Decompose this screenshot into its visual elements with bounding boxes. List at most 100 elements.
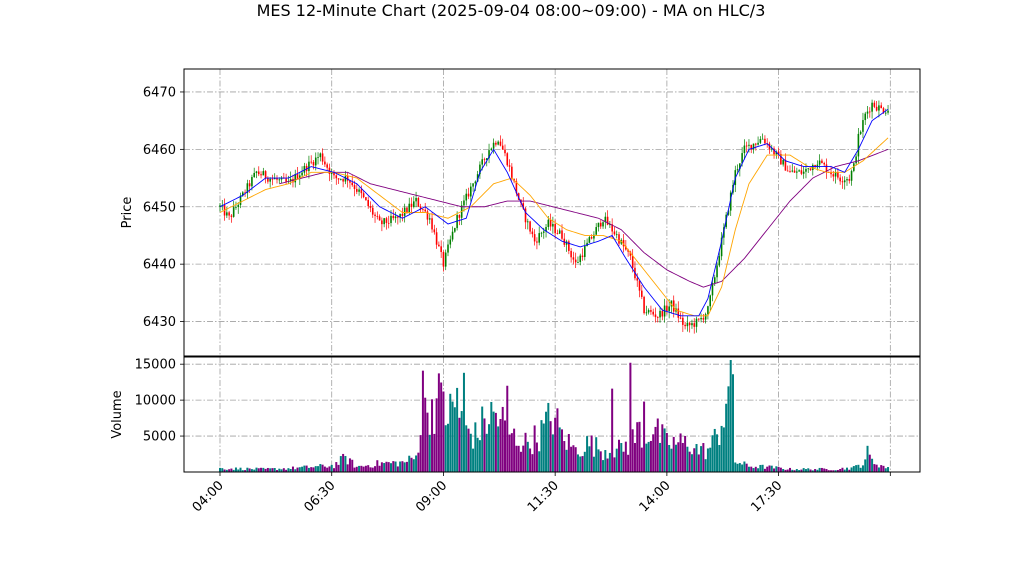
candle-body bbox=[244, 192, 246, 194]
volume-bar bbox=[736, 463, 739, 472]
volume-bar bbox=[720, 425, 723, 472]
candle-body bbox=[271, 178, 274, 180]
ma-slow-line bbox=[279, 148, 889, 288]
candle-body bbox=[449, 239, 452, 245]
candle-body bbox=[333, 172, 335, 176]
candle-body bbox=[857, 133, 860, 157]
volume-bar bbox=[312, 467, 315, 472]
candle-body bbox=[700, 317, 702, 320]
volume-bar bbox=[595, 437, 598, 472]
volume-bar bbox=[802, 468, 805, 472]
candle-body bbox=[394, 216, 397, 219]
volume-bar bbox=[795, 469, 798, 472]
candle-body bbox=[588, 237, 591, 243]
volume-bar bbox=[659, 442, 662, 472]
volume-bar bbox=[234, 467, 237, 472]
volume-bar bbox=[757, 468, 760, 472]
volume-bar bbox=[709, 447, 712, 472]
x-tick-label: 11:30 bbox=[525, 478, 562, 515]
candle-body bbox=[750, 144, 753, 150]
candle-body bbox=[299, 175, 301, 179]
candle-body bbox=[556, 233, 559, 234]
candle-body bbox=[764, 138, 766, 144]
volume-bar bbox=[421, 370, 424, 472]
candle-body bbox=[812, 164, 814, 171]
volume-bar bbox=[412, 459, 415, 472]
volume-bar bbox=[460, 411, 463, 472]
volume-bar bbox=[364, 465, 367, 472]
volume-bar bbox=[775, 466, 778, 472]
volume-bar bbox=[850, 467, 853, 472]
volume-bar bbox=[282, 468, 285, 472]
candle-body bbox=[435, 232, 438, 245]
candle-body bbox=[483, 159, 486, 161]
candle-body bbox=[659, 310, 661, 318]
candle-body bbox=[415, 197, 417, 202]
candle-body bbox=[786, 170, 789, 172]
volume-panel: 5000 10000 15000 Volume bbox=[110, 356, 921, 473]
candle-body bbox=[342, 179, 344, 182]
candle-body bbox=[887, 110, 889, 113]
volume-bar bbox=[693, 448, 696, 472]
x-tick-label: 06:30 bbox=[301, 478, 338, 515]
candle-body bbox=[855, 156, 857, 164]
candle-body bbox=[720, 237, 723, 257]
volume-bar bbox=[333, 468, 335, 472]
candle-body bbox=[378, 216, 381, 221]
candle-body bbox=[859, 131, 862, 134]
candle-body bbox=[536, 241, 538, 243]
candle-body bbox=[702, 317, 705, 320]
volume-bar bbox=[337, 464, 340, 472]
candle-body bbox=[237, 204, 240, 208]
volume-bar bbox=[846, 467, 848, 472]
volume-bar bbox=[855, 465, 858, 472]
volume-bar bbox=[786, 469, 789, 472]
volume-bar bbox=[335, 462, 338, 472]
volume-bar bbox=[228, 469, 231, 472]
volume-bar bbox=[371, 467, 374, 472]
volume-bar bbox=[857, 464, 860, 472]
volume-bar bbox=[556, 408, 559, 472]
candle-body bbox=[549, 219, 552, 227]
candle-body bbox=[716, 265, 718, 278]
volume-bar bbox=[280, 469, 283, 472]
candle-body bbox=[711, 283, 714, 296]
volume-bar bbox=[681, 442, 684, 472]
volume-bar bbox=[437, 373, 440, 472]
volume-bar bbox=[631, 429, 634, 472]
volume-bar bbox=[565, 449, 568, 472]
volume-bar bbox=[476, 437, 479, 472]
volume-bar bbox=[656, 418, 659, 472]
volume-bar bbox=[761, 464, 764, 472]
volume-bar bbox=[444, 425, 447, 472]
volume-bar bbox=[244, 470, 247, 472]
volume-bar bbox=[633, 443, 636, 472]
candle-body bbox=[848, 179, 851, 181]
candle-body bbox=[444, 252, 447, 267]
volume-bar bbox=[834, 470, 837, 472]
candle-body bbox=[442, 251, 445, 267]
volume-bar bbox=[684, 435, 687, 472]
volume-bar bbox=[303, 465, 306, 472]
volume-bar bbox=[734, 462, 737, 472]
candle-body bbox=[451, 231, 454, 240]
volume-bar bbox=[456, 387, 459, 472]
candle-body bbox=[324, 161, 326, 165]
volume-bar bbox=[408, 455, 411, 472]
volume-bar bbox=[440, 382, 443, 472]
volume-bar bbox=[704, 459, 707, 472]
candle-body bbox=[839, 177, 841, 182]
candle-body bbox=[816, 164, 819, 168]
volume-bar bbox=[449, 393, 452, 472]
candle-body bbox=[417, 197, 420, 207]
candle-body bbox=[759, 139, 762, 143]
volume-bar bbox=[549, 421, 552, 472]
volume-bar bbox=[417, 452, 420, 472]
volume-bar bbox=[390, 463, 392, 472]
volume-bar bbox=[358, 465, 361, 472]
candle-body bbox=[880, 105, 882, 109]
volume-bar bbox=[798, 470, 801, 472]
volume-bar bbox=[241, 470, 244, 472]
volume-bar bbox=[563, 441, 566, 472]
volume-bar bbox=[782, 469, 785, 472]
